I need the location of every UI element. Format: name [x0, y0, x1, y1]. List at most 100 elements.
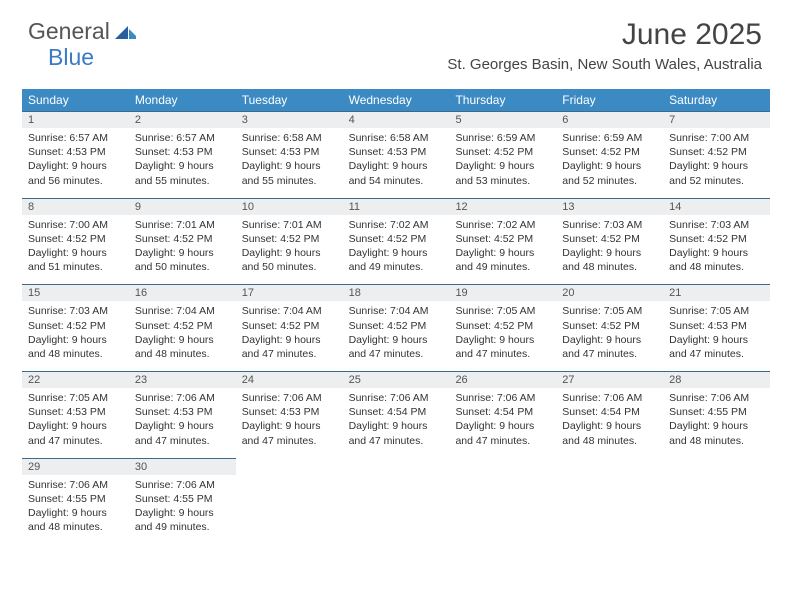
- daylight-line1: Daylight: 9 hours: [242, 419, 337, 433]
- empty-day-cell: [236, 458, 343, 545]
- daylight-line1: Daylight: 9 hours: [669, 333, 764, 347]
- day-number-bar: 4: [343, 112, 450, 128]
- empty-day-cell: [556, 458, 663, 545]
- daylight-line2: and 50 minutes.: [135, 260, 230, 274]
- daylight-line2: and 48 minutes.: [562, 434, 657, 448]
- day-number: 29: [28, 461, 123, 473]
- sunset-text: Sunset: 4:52 PM: [28, 232, 123, 246]
- sunrise-text: Sunrise: 7:05 AM: [28, 391, 123, 405]
- day-body: Sunrise: 7:05 AMSunset: 4:52 PMDaylight:…: [556, 301, 663, 361]
- day-number-bar: 28: [663, 372, 770, 388]
- sunset-text: Sunset: 4:54 PM: [455, 405, 550, 419]
- daylight-line1: Daylight: 9 hours: [349, 419, 444, 433]
- sunrise-text: Sunrise: 7:02 AM: [455, 218, 550, 232]
- week-row: 8Sunrise: 7:00 AMSunset: 4:52 PMDaylight…: [22, 198, 770, 285]
- sunrise-text: Sunrise: 7:02 AM: [349, 218, 444, 232]
- daylight-line2: and 50 minutes.: [242, 260, 337, 274]
- day-number-bar: 17: [236, 285, 343, 301]
- day-cell: 25Sunrise: 7:06 AMSunset: 4:54 PMDayligh…: [343, 371, 450, 458]
- calendar: Sunday Monday Tuesday Wednesday Thursday…: [22, 89, 770, 544]
- daylight-line2: and 47 minutes.: [349, 347, 444, 361]
- day-number-bar: 27: [556, 372, 663, 388]
- daylight-line2: and 48 minutes.: [669, 260, 764, 274]
- day-number: 9: [135, 201, 230, 213]
- day-cell: 8Sunrise: 7:00 AMSunset: 4:52 PMDaylight…: [22, 198, 129, 285]
- sunrise-text: Sunrise: 6:57 AM: [135, 131, 230, 145]
- day-number-bar: 26: [449, 372, 556, 388]
- day-cell: 9Sunrise: 7:01 AMSunset: 4:52 PMDaylight…: [129, 198, 236, 285]
- daylight-line1: Daylight: 9 hours: [562, 419, 657, 433]
- day-body: Sunrise: 7:03 AMSunset: 4:52 PMDaylight:…: [22, 301, 129, 361]
- day-body: Sunrise: 7:06 AMSunset: 4:54 PMDaylight:…: [343, 388, 450, 448]
- day-body: Sunrise: 7:01 AMSunset: 4:52 PMDaylight:…: [236, 215, 343, 275]
- day-number-bar: 20: [556, 285, 663, 301]
- day-body: Sunrise: 7:02 AMSunset: 4:52 PMDaylight:…: [343, 215, 450, 275]
- daylight-line1: Daylight: 9 hours: [242, 333, 337, 347]
- daylight-line2: and 49 minutes.: [349, 260, 444, 274]
- day-number-bar: 12: [449, 199, 556, 215]
- daylight-line1: Daylight: 9 hours: [349, 246, 444, 260]
- logo: General: [28, 18, 139, 45]
- daylight-line2: and 48 minutes.: [669, 434, 764, 448]
- sunrise-text: Sunrise: 7:05 AM: [669, 304, 764, 318]
- daylight-line1: Daylight: 9 hours: [669, 246, 764, 260]
- sunrise-text: Sunrise: 7:01 AM: [242, 218, 337, 232]
- sunset-text: Sunset: 4:52 PM: [135, 232, 230, 246]
- header: General June 2025 St. Georges Basin, New…: [0, 0, 792, 81]
- day-number-bar: 14: [663, 199, 770, 215]
- day-number-bar: 21: [663, 285, 770, 301]
- sunrise-text: Sunrise: 7:06 AM: [135, 478, 230, 492]
- sunrise-text: Sunrise: 7:06 AM: [349, 391, 444, 405]
- sunset-text: Sunset: 4:53 PM: [135, 145, 230, 159]
- sunrise-text: Sunrise: 7:04 AM: [349, 304, 444, 318]
- day-number-bar: 30: [129, 459, 236, 475]
- empty-day-cell: [449, 458, 556, 545]
- day-body: Sunrise: 7:04 AMSunset: 4:52 PMDaylight:…: [236, 301, 343, 361]
- daylight-line1: Daylight: 9 hours: [135, 246, 230, 260]
- daylight-line2: and 56 minutes.: [28, 174, 123, 188]
- day-cell: 19Sunrise: 7:05 AMSunset: 4:52 PMDayligh…: [449, 284, 556, 371]
- day-body: Sunrise: 7:05 AMSunset: 4:53 PMDaylight:…: [663, 301, 770, 361]
- sunrise-text: Sunrise: 7:03 AM: [28, 304, 123, 318]
- sunset-text: Sunset: 4:53 PM: [349, 145, 444, 159]
- day-number-bar: 5: [449, 112, 556, 128]
- day-cell: 20Sunrise: 7:05 AMSunset: 4:52 PMDayligh…: [556, 284, 663, 371]
- daylight-line1: Daylight: 9 hours: [669, 159, 764, 173]
- sunset-text: Sunset: 4:53 PM: [242, 145, 337, 159]
- sunset-text: Sunset: 4:52 PM: [349, 232, 444, 246]
- sunset-text: Sunset: 4:52 PM: [455, 145, 550, 159]
- day-cell: 6Sunrise: 6:59 AMSunset: 4:52 PMDaylight…: [556, 111, 663, 198]
- day-number: 7: [669, 114, 764, 126]
- sunrise-text: Sunrise: 7:00 AM: [28, 218, 123, 232]
- sunset-text: Sunset: 4:52 PM: [562, 319, 657, 333]
- day-cell: 21Sunrise: 7:05 AMSunset: 4:53 PMDayligh…: [663, 284, 770, 371]
- sunrise-text: Sunrise: 7:06 AM: [135, 391, 230, 405]
- daylight-line2: and 52 minutes.: [562, 174, 657, 188]
- day-body: Sunrise: 7:06 AMSunset: 4:54 PMDaylight:…: [449, 388, 556, 448]
- sunrise-text: Sunrise: 7:06 AM: [242, 391, 337, 405]
- daylight-line2: and 47 minutes.: [242, 347, 337, 361]
- logo-text-general: General: [28, 18, 110, 45]
- sunset-text: Sunset: 4:52 PM: [242, 232, 337, 246]
- day-number-bar: 7: [663, 112, 770, 128]
- daylight-line1: Daylight: 9 hours: [455, 419, 550, 433]
- day-number-bar: 22: [22, 372, 129, 388]
- day-number-bar: 11: [343, 199, 450, 215]
- weekday-header: Sunday: [22, 89, 129, 111]
- day-number-bar: 3: [236, 112, 343, 128]
- day-number: 10: [242, 201, 337, 213]
- weekday-header: Thursday: [449, 89, 556, 111]
- day-body: Sunrise: 7:06 AMSunset: 4:53 PMDaylight:…: [129, 388, 236, 448]
- weekday-header: Tuesday: [236, 89, 343, 111]
- daylight-line1: Daylight: 9 hours: [242, 246, 337, 260]
- day-cell: 3Sunrise: 6:58 AMSunset: 4:53 PMDaylight…: [236, 111, 343, 198]
- sunrise-text: Sunrise: 6:59 AM: [455, 131, 550, 145]
- day-body: Sunrise: 6:59 AMSunset: 4:52 PMDaylight:…: [449, 128, 556, 188]
- sunset-text: Sunset: 4:53 PM: [242, 405, 337, 419]
- daylight-line1: Daylight: 9 hours: [135, 419, 230, 433]
- daylight-line2: and 47 minutes.: [455, 434, 550, 448]
- daylight-line2: and 47 minutes.: [135, 434, 230, 448]
- day-number-bar: 15: [22, 285, 129, 301]
- day-cell: 16Sunrise: 7:04 AMSunset: 4:52 PMDayligh…: [129, 284, 236, 371]
- day-number: 26: [455, 374, 550, 386]
